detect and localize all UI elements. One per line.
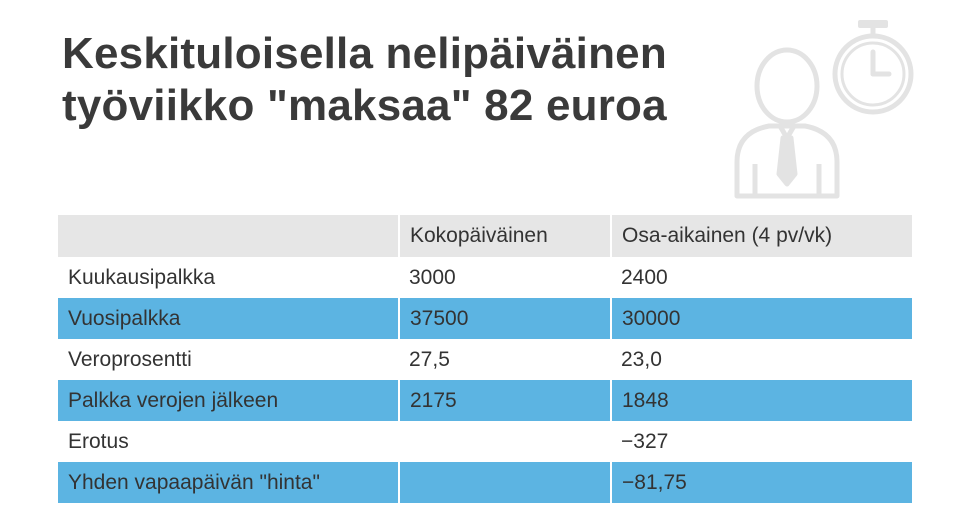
row-label: Yhden vapaapäivän "hinta" — [58, 462, 399, 503]
column-header-label — [58, 215, 399, 257]
table-row: Yhden vapaapäivän "hinta" −81,75 — [58, 462, 912, 503]
table-row: Veroprosentti 27,5 23,0 — [58, 339, 912, 380]
column-header-part-time: Osa-aikainen (4 pv/vk) — [610, 215, 912, 257]
full-time-value: 37500 — [398, 298, 611, 339]
row-label: Veroprosentti — [68, 347, 192, 371]
full-time-value — [398, 462, 611, 503]
salary-table: Kokopäiväinen Osa-aikainen (4 pv/vk) Kuu… — [58, 215, 912, 503]
part-time-value: 30000 — [610, 298, 912, 339]
row-label: Vuosipalkka — [58, 298, 399, 339]
table-row: Kuukausipalkka 3000 2400 — [58, 257, 912, 298]
page-title: Keskituloisella nelipäiväinen työviikko … — [62, 28, 762, 132]
table-row: Palkka verojen jälkeen 2175 1848 — [58, 380, 912, 421]
part-time-value: −327 — [621, 429, 669, 453]
illustration — [725, 14, 925, 199]
part-time-value: 1848 — [610, 380, 912, 421]
part-time-value: 23,0 — [621, 347, 662, 371]
part-time-value: −81,75 — [610, 462, 912, 503]
full-time-value — [399, 421, 611, 462]
full-time-value: 2175 — [398, 380, 611, 421]
table-row: Vuosipalkka 37500 30000 — [58, 298, 912, 339]
title-line-1: Keskituloisella nelipäiväinen — [62, 29, 667, 78]
full-time-value: 27,5 — [409, 347, 450, 371]
table-header-row: Kokopäiväinen Osa-aikainen (4 pv/vk) — [58, 215, 912, 257]
table-row: Erotus −327 — [58, 421, 912, 462]
full-time-value: 3000 — [409, 265, 456, 289]
row-label: Erotus — [68, 429, 129, 453]
title-line-2: työviikko "maksaa" 82 euroa — [62, 81, 667, 130]
part-time-value: 2400 — [621, 265, 668, 289]
row-label: Palkka verojen jälkeen — [58, 380, 399, 421]
row-label: Kuukausipalkka — [68, 265, 216, 289]
person-with-tie-icon — [734, 47, 840, 199]
column-header-full-time: Kokopäiväinen — [398, 215, 611, 257]
stopwatch-icon — [832, 20, 914, 115]
